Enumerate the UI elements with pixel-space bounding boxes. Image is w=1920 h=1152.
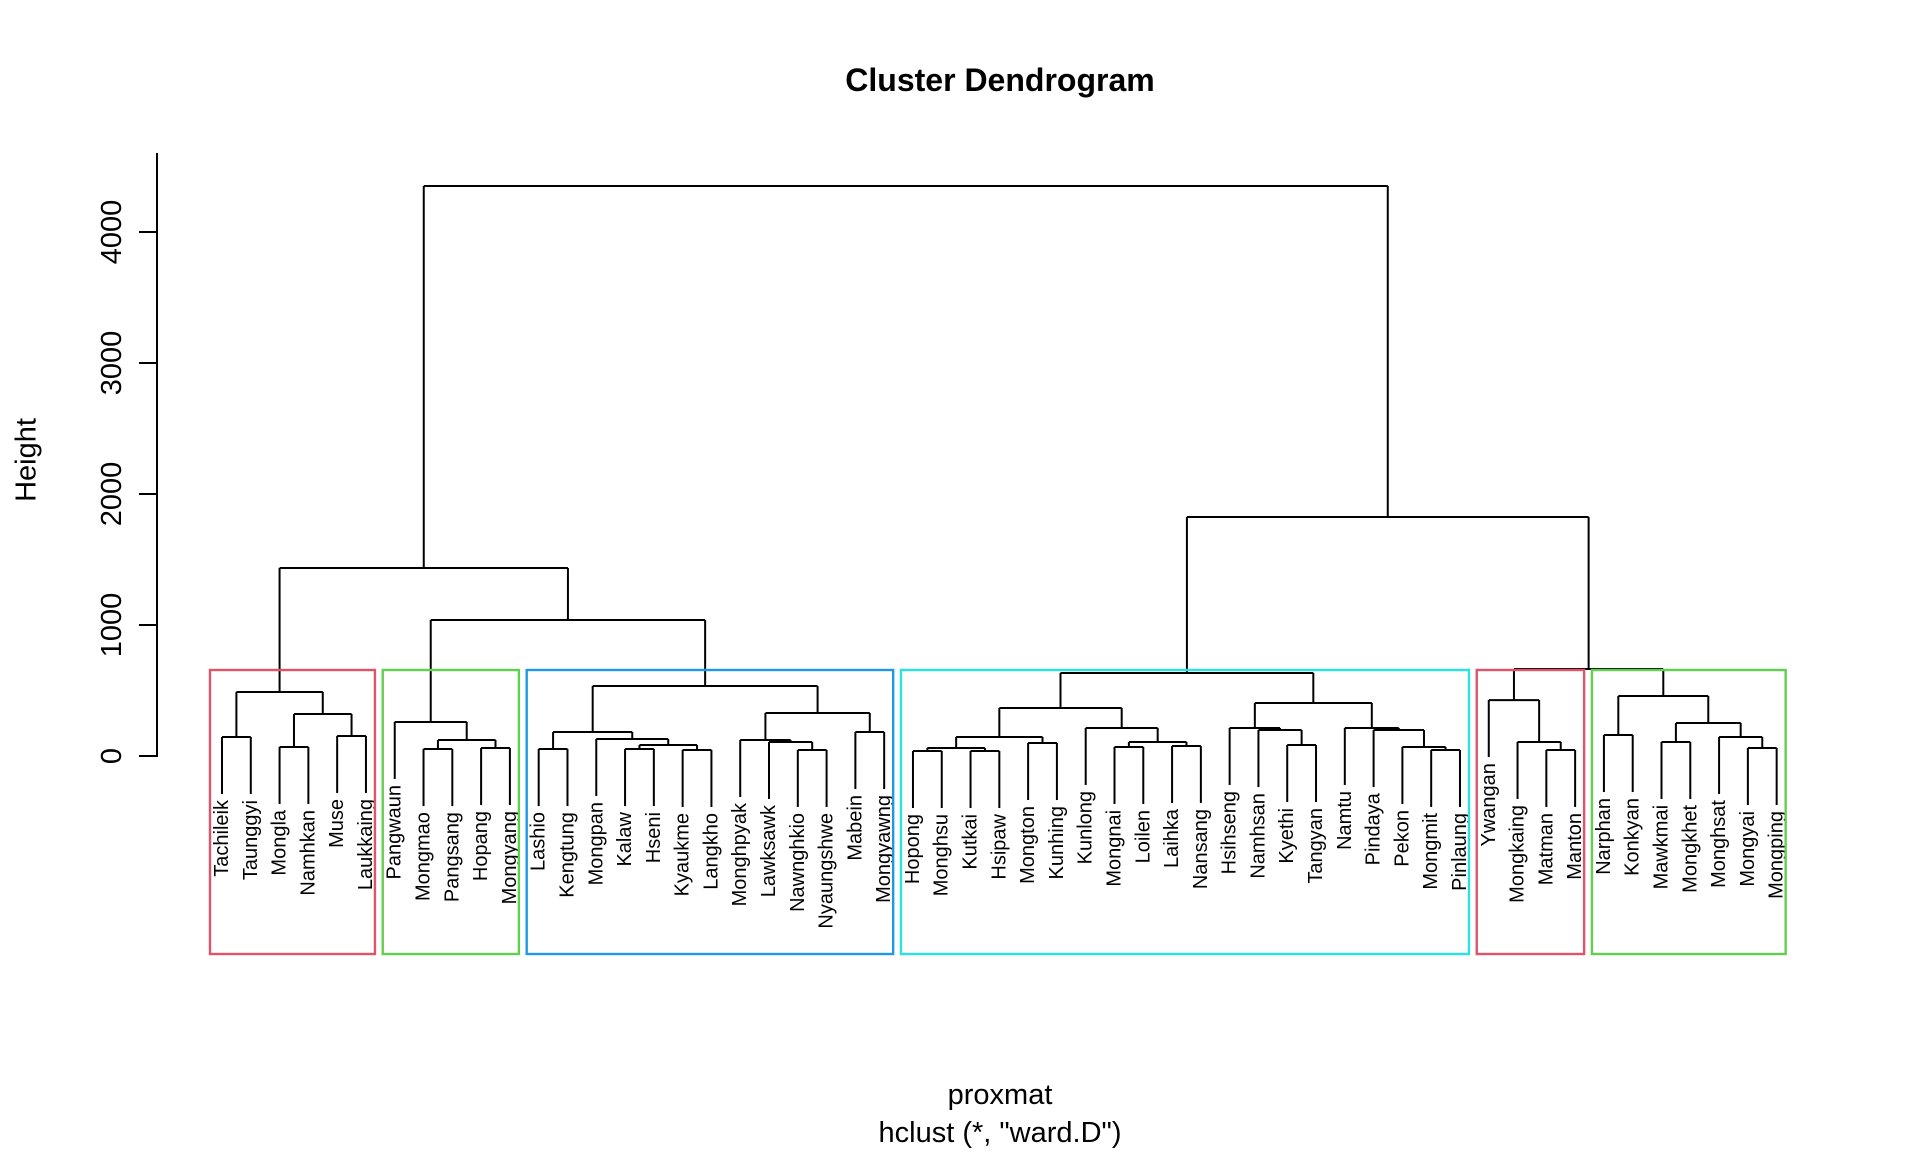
leaf-label: Hseni — [643, 812, 665, 863]
cluster-box — [381, 668, 521, 956]
leaf-label: Monghpyak — [729, 802, 751, 906]
y-axis-tick-label: 3000 — [96, 331, 128, 396]
leaf-label: Monghsu — [931, 814, 953, 896]
leaf-label: Mongnai — [1103, 810, 1125, 887]
leaf-label: Monghsat — [1708, 800, 1730, 888]
leaf-label: Pekon — [1391, 810, 1413, 867]
leaf-label: Kengtung — [556, 812, 578, 898]
leaf-label: Mongton — [1017, 806, 1039, 884]
leaf-label: Mongkaing — [1507, 805, 1529, 903]
plot-caption: proxmat hclust (*, "ward.D") — [879, 1076, 1122, 1152]
leaf-label: Kyethi — [1276, 808, 1298, 864]
leaf-label: Konkyan — [1622, 798, 1644, 876]
leaf-label: Kalaw — [614, 812, 636, 867]
leaf-label: Mongyawng — [873, 795, 895, 903]
leaf-label: Mongla — [269, 809, 291, 875]
leaf-label: Laukkaing — [355, 799, 377, 890]
cluster-box — [899, 668, 1471, 956]
leaf-label: Hsihseng — [1219, 791, 1241, 874]
leaf-label: Loilen — [1132, 810, 1154, 863]
leaf-label: Matman — [1535, 813, 1557, 885]
plot-title: Cluster Dendrogram — [845, 62, 1155, 98]
leaf-label: Kutkai — [960, 814, 982, 870]
leaf-label: Kunlong — [1075, 791, 1097, 864]
leaf-label: Pangwaun — [384, 785, 406, 880]
leaf-label: Namtu — [1334, 791, 1356, 850]
cluster-box — [1475, 668, 1586, 956]
leaf-label: Mabein — [844, 795, 866, 861]
caption-method: hclust (*, "ward.D") — [878, 1117, 1122, 1149]
leaf-label: Namhkan — [297, 810, 319, 896]
leaf-label: Mongyang — [499, 811, 521, 904]
leaf-label: Hsipaw — [988, 813, 1010, 879]
leaf-label: Muse — [326, 799, 348, 848]
leaf-label: Mongkhet — [1679, 805, 1701, 893]
leaf-label: Hopong — [902, 814, 924, 884]
leaf-label: Manton — [1564, 813, 1586, 880]
y-axis-tick-label: 0 — [96, 748, 128, 764]
leaf-label: Kyaukme — [672, 813, 694, 896]
leaf-label: Nansang — [1190, 809, 1212, 889]
y-axis-tick-label: 4000 — [96, 200, 128, 265]
leaf-label: Mongmit — [1420, 813, 1442, 890]
leaf-label: Pindaya — [1363, 792, 1385, 865]
leaf-label: Lashio — [528, 812, 550, 871]
leaf-label: Narphan — [1593, 798, 1615, 875]
leaf-label: Mawkmai — [1651, 805, 1673, 889]
leaf-label: Mongping — [1766, 811, 1788, 899]
leaf-label: Mongpan — [585, 802, 607, 885]
leaf-label: Namhsan — [1247, 793, 1269, 879]
y-axis-tick-label: 1000 — [96, 593, 128, 658]
leaf-label: Kunhing — [1046, 806, 1068, 879]
leaf-label: Laihka — [1161, 808, 1183, 868]
y-axis-title: Height — [10, 418, 43, 502]
leaf-label: Mongmao — [413, 812, 435, 901]
caption-data-name: proxmat — [947, 1079, 1053, 1111]
leaf-label: Nyaungshwe — [816, 813, 838, 929]
y-axis-tick-label: 2000 — [96, 462, 128, 527]
leaf-label: Mongyai — [1737, 811, 1759, 887]
cluster-box — [208, 668, 377, 956]
leaf-label: Tachileik — [211, 799, 233, 877]
leaf-label: Pinlaung — [1449, 813, 1471, 891]
leaf-label: Nawnghkio — [787, 813, 809, 912]
leaf-label: Pangsang — [441, 812, 463, 902]
leaf-label: Ywangan — [1478, 763, 1500, 846]
leaf-label: Lawksawk — [758, 804, 780, 897]
leaf-label: Tangyan — [1305, 808, 1327, 884]
cluster-box — [1590, 668, 1787, 956]
leaf-label: Langkho — [700, 813, 722, 890]
leaf-label: Hopang — [470, 811, 492, 881]
leaf-label: Taunggyi — [240, 800, 262, 880]
cluster-box — [525, 668, 895, 956]
